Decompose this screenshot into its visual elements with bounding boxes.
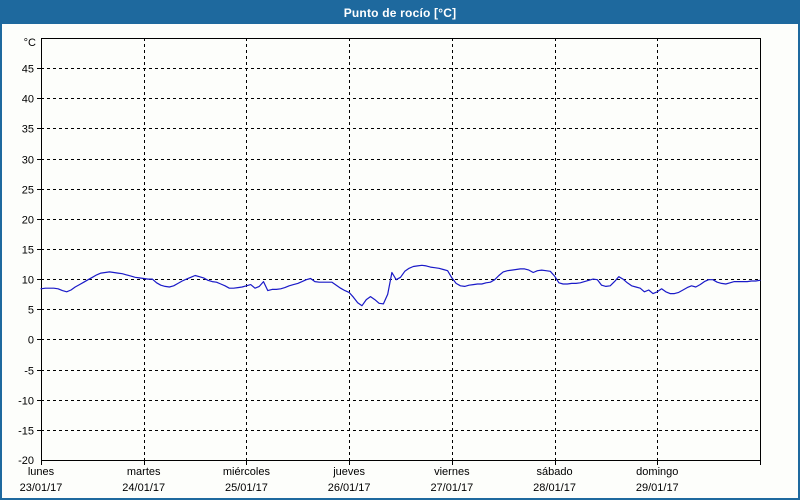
x-axis-day-label: viernes	[434, 466, 470, 478]
x-axis-date-label: 27/01/17	[430, 482, 473, 494]
y-axis-label: -5	[24, 366, 34, 378]
chart-panel: 45 40 35 30 25 20 15 10 5 0 -5 -10 -15 -20 °C lunes 23/0…	[2, 24, 798, 498]
window-title: Punto de rocío [°C]	[343, 6, 457, 20]
x-axis-date-label: 29/01/17	[636, 482, 679, 494]
y-axis-label: 5	[28, 305, 34, 317]
y-axis-label: 40	[22, 94, 34, 106]
y-axis-unit-label: °C	[24, 37, 36, 49]
y-axis-bottom-label: -20	[18, 455, 34, 467]
x-axis-date-label: 25/01/17	[225, 482, 268, 494]
x-axis-date-label: 28/01/17	[533, 482, 576, 494]
y-axis-label: 15	[22, 245, 34, 257]
y-axis-label: 30	[22, 155, 34, 167]
x-axis-day-label: sábado	[537, 466, 573, 478]
y-axis-label: 20	[22, 215, 34, 227]
x-axis-day-label: miércoles	[223, 466, 271, 478]
x-axis-date-label: 26/01/17	[328, 482, 371, 494]
x-axis-day-label: martes	[127, 466, 161, 478]
window-titlebar: Punto de rocío [°C]	[2, 2, 798, 24]
y-axis-label: 45	[22, 64, 34, 76]
dew-point-line	[40, 264, 761, 307]
y-axis-label: -15	[18, 426, 34, 438]
x-axis-day-label: lunes	[28, 466, 55, 478]
x-axis-date-label: 23/01/17	[20, 482, 63, 494]
y-axis-label: 10	[22, 275, 34, 287]
y-axis-label: 0	[28, 335, 34, 347]
y-axis-label: 35	[22, 124, 34, 136]
x-axis-date-label: 24/01/17	[122, 482, 165, 494]
plot-border	[41, 38, 761, 461]
x-axis-day-label: jueves	[332, 466, 365, 478]
x-axis-day-label: domingo	[636, 466, 678, 478]
y-axis-label: -10	[18, 396, 34, 408]
y-axis-label: 25	[22, 185, 34, 197]
dew-point-chart: 45 40 35 30 25 20 15 10 5 0 -5 -10 -15 -20 °C lunes 23/0…	[18, 37, 761, 494]
